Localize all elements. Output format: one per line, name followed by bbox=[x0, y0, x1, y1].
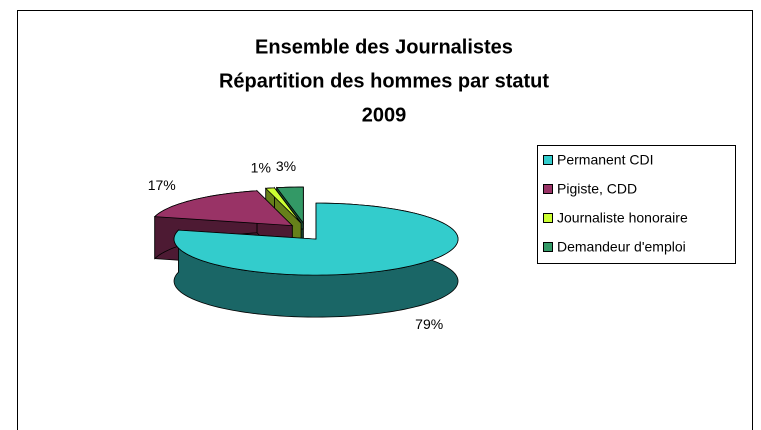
chart-title: Répartition des hommes par statut bbox=[219, 70, 549, 92]
legend-swatch bbox=[543, 155, 553, 165]
data-label: 17% bbox=[148, 177, 176, 193]
legend-swatch bbox=[543, 213, 553, 223]
chart-title: 2009 bbox=[362, 104, 407, 126]
legend-label: Journaliste honoraire bbox=[557, 210, 688, 226]
slice-top bbox=[153, 190, 294, 227]
legend-swatch bbox=[543, 184, 553, 194]
legend-swatch bbox=[543, 242, 553, 252]
legend-label: Permanent CDI bbox=[557, 152, 653, 168]
legend-box bbox=[537, 145, 736, 264]
chart-frame bbox=[17, 10, 753, 430]
legend-label: Demandeur d'emploi bbox=[557, 239, 686, 255]
chart-title: Ensemble des Journalistes bbox=[255, 36, 513, 58]
slice-top bbox=[264, 187, 302, 224]
data-label: 3% bbox=[276, 158, 296, 174]
data-label: 79% bbox=[415, 316, 443, 332]
pie-slice bbox=[173, 202, 459, 318]
data-label: 1% bbox=[251, 159, 271, 175]
slice-top bbox=[275, 186, 304, 225]
slice-top bbox=[173, 202, 459, 276]
legend-label: Pigiste, CDD bbox=[557, 181, 637, 197]
